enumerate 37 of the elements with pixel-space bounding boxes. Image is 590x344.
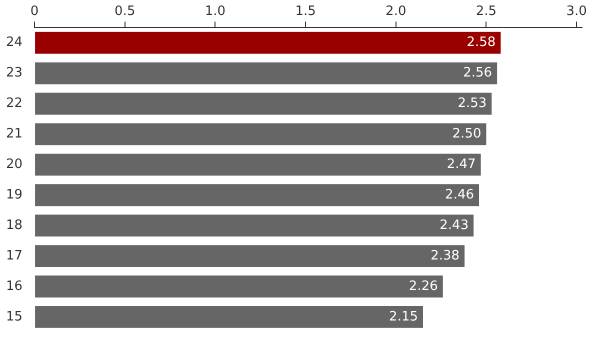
data-label: 2.43 — [440, 218, 469, 233]
bar — [35, 62, 498, 84]
y-tick-label: 21 — [6, 126, 23, 142]
x-tick-label: 2.0 — [386, 4, 406, 20]
data-label: 2.56 — [463, 66, 492, 81]
y-tick-label: 22 — [6, 96, 23, 112]
bar — [35, 184, 480, 206]
bar — [35, 92, 492, 115]
bar — [35, 154, 481, 176]
bar — [35, 306, 424, 328]
y-tick-label: 18 — [6, 218, 23, 233]
data-label: 2.26 — [408, 278, 438, 294]
data-label: 2.50 — [452, 126, 482, 142]
x-tick-label: 2.5 — [476, 4, 497, 20]
x-tick-label: 0.5 — [114, 4, 136, 20]
y-tick-label: 23 — [6, 66, 23, 81]
data-label: 2.46 — [445, 188, 474, 203]
bar — [35, 214, 474, 237]
x-tick-label: 1.0 — [204, 4, 226, 20]
bar — [35, 276, 443, 298]
bar — [35, 123, 486, 146]
x-tick-label: 0 — [30, 4, 39, 20]
x-tick-label: 3.0 — [566, 4, 587, 20]
y-tick-label: 15 — [6, 309, 23, 324]
x-tick-label: 1.5 — [295, 4, 316, 20]
data-label: 2.47 — [446, 157, 476, 172]
y-tick-label: 17 — [6, 248, 23, 264]
y-tick-label: 24 — [6, 35, 23, 50]
bar — [35, 32, 501, 54]
y-tick-label: 19 — [6, 188, 23, 203]
data-label: 2.15 — [389, 309, 418, 324]
data-label: 2.58 — [466, 35, 496, 50]
y-tick-label: 20 — [6, 157, 23, 172]
bar — [35, 245, 465, 268]
data-label: 2.38 — [430, 248, 460, 264]
data-label: 2.53 — [458, 96, 487, 112]
y-tick-label: 16 — [6, 278, 23, 294]
